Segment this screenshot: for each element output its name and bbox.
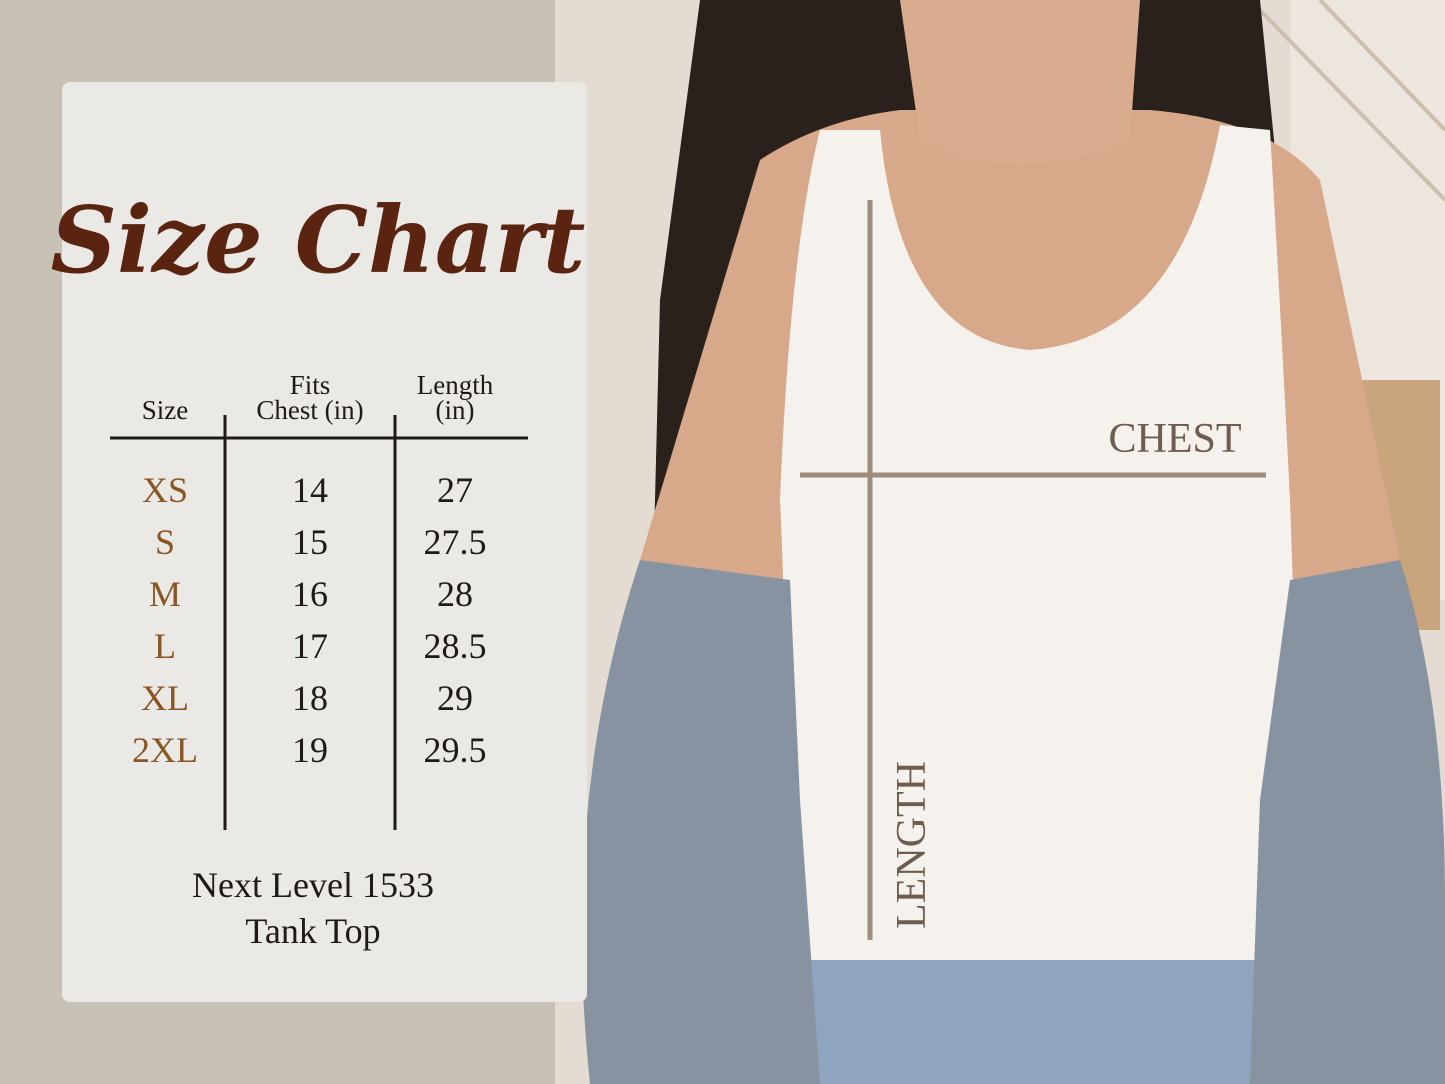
column-header: (in) xyxy=(436,395,475,425)
measure-cell: 27 xyxy=(437,470,473,510)
measure-cell: 19 xyxy=(292,730,328,770)
size-cell: 2XL xyxy=(132,730,198,770)
measure-cell: 15 xyxy=(292,522,328,562)
column-header: Length xyxy=(417,370,494,400)
measure-cell: 16 xyxy=(292,574,328,614)
size-cell: M xyxy=(149,574,181,614)
chest-label: CHEST xyxy=(1108,416,1241,462)
title: Size Chart xyxy=(51,186,586,294)
measure-cell: 27.5 xyxy=(424,522,487,562)
length-label: LENGTH xyxy=(889,761,935,929)
measure-cell: 18 xyxy=(292,678,328,718)
measure-cell: 29.5 xyxy=(424,730,487,770)
footer-line: Next Level 1533 xyxy=(192,865,434,905)
measure-cell: 29 xyxy=(437,678,473,718)
footer-line: Tank Top xyxy=(245,911,380,951)
size-cell: L xyxy=(154,626,176,666)
column-header: Chest (in) xyxy=(256,395,363,425)
column-header: Fits xyxy=(290,370,331,400)
card xyxy=(62,82,587,1002)
size-cell: XL xyxy=(141,678,189,718)
measure-cell: 17 xyxy=(292,626,328,666)
measure-cell: 14 xyxy=(292,470,328,510)
column-header: Size xyxy=(142,395,189,425)
measure-cell: 28 xyxy=(437,574,473,614)
size-cell: S xyxy=(155,522,175,562)
size-table xyxy=(110,415,528,830)
measure-cell: 28.5 xyxy=(424,626,487,666)
photo xyxy=(555,0,1445,1084)
size-cell: XS xyxy=(142,470,188,510)
